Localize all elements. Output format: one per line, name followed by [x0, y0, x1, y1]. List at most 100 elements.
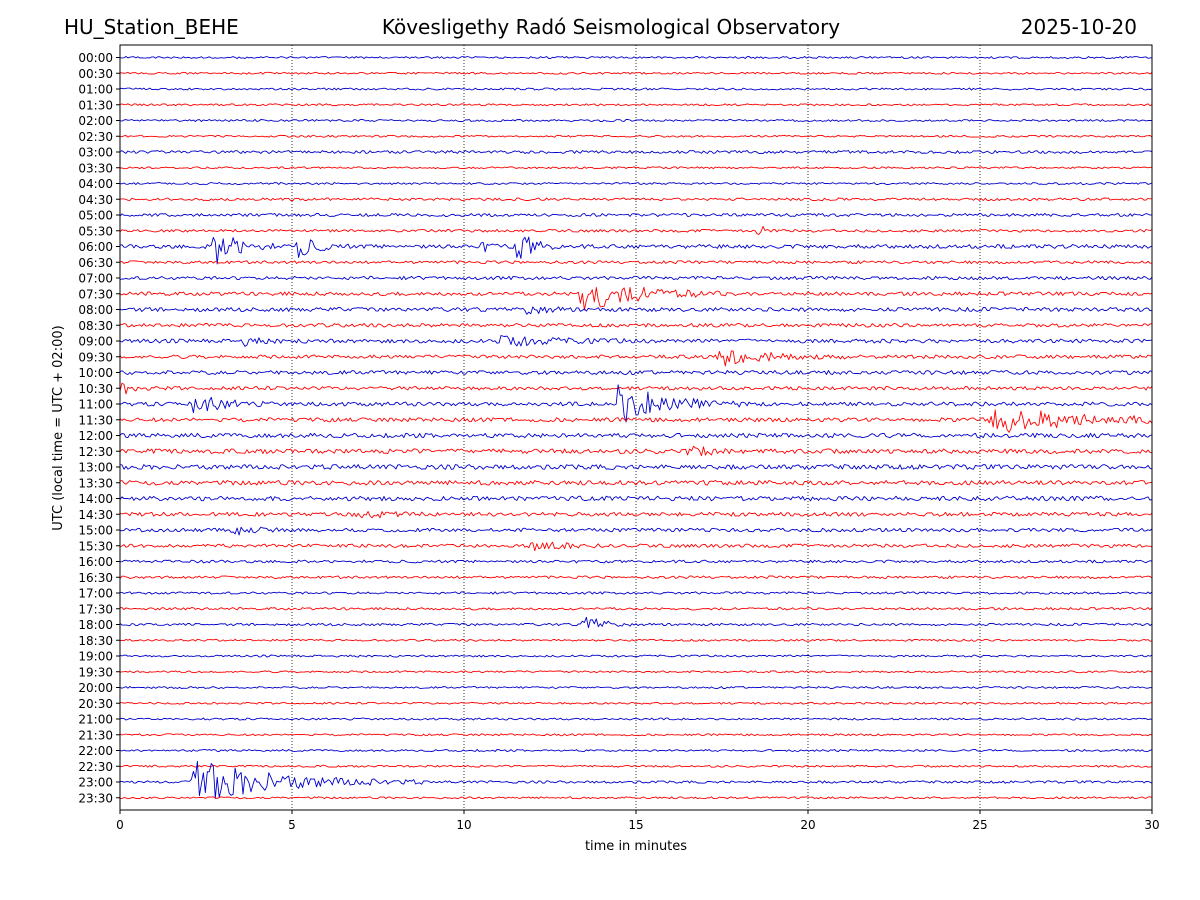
trace-0100 — [119, 87, 1153, 91]
y-tick-label: 15:30 — [78, 539, 113, 553]
trace-1730 — [119, 607, 1153, 611]
y-tick-label: 21:00 — [78, 713, 113, 727]
trace-1630 — [119, 575, 1153, 579]
trace-0730 — [119, 286, 1153, 311]
trace-0330 — [119, 166, 1152, 170]
y-tick-label: 17:30 — [78, 602, 113, 616]
x-tick-label: 5 — [288, 818, 296, 832]
y-tick-label: 19:00 — [78, 650, 113, 664]
y-tick-label: 04:00 — [78, 177, 113, 191]
y-tick-label: 21:30 — [78, 728, 113, 742]
y-tick-label: 08:30 — [78, 319, 113, 333]
trace-1100 — [119, 384, 1153, 423]
trace-1800 — [119, 616, 1153, 629]
y-tick-label: 01:00 — [78, 83, 113, 97]
trace-0030 — [119, 71, 1153, 75]
trace-0700 — [119, 275, 1153, 281]
trace-1030 — [119, 382, 1153, 395]
trace-0530 — [119, 225, 1153, 235]
y-tick-label: 07:30 — [78, 287, 113, 301]
trace-1200 — [119, 432, 1153, 439]
trace-1700 — [119, 591, 1153, 595]
y-tick-label: 17:00 — [78, 587, 113, 601]
trace-0500 — [119, 213, 1153, 217]
y-tick-label: 10:00 — [78, 366, 113, 380]
y-tick-label: 14:00 — [78, 492, 113, 506]
y-tick-label: 01:30 — [78, 98, 113, 112]
x-tick-label: 20 — [800, 818, 815, 832]
trace-2300 — [119, 760, 1153, 799]
y-tick-label: 16:30 — [78, 571, 113, 585]
y-tick-label: 04:30 — [78, 193, 113, 207]
trace-2330 — [119, 796, 1153, 800]
station-title: HU_Station_BEHE — [64, 15, 239, 39]
trace-1830 — [119, 638, 1153, 642]
y-tick-label: 16:00 — [78, 555, 113, 569]
trace-1500 — [119, 526, 1153, 536]
x-tick-label: 0 — [116, 818, 124, 832]
y-tick-label: 11:00 — [78, 398, 113, 412]
y-tick-label: 14:30 — [78, 508, 113, 522]
x-tick-label: 15 — [628, 818, 643, 832]
trace-1900 — [119, 654, 1153, 658]
trace-1930 — [119, 670, 1153, 674]
x-axis-ticks: 0 5 10 15 20 25 30 — [116, 810, 1160, 832]
x-tick-label: 25 — [972, 818, 987, 832]
trace-0130 — [119, 103, 1153, 107]
x-tick-label: 30 — [1144, 818, 1159, 832]
y-tick-label: 06:30 — [78, 256, 113, 270]
y-tick-label: 22:30 — [78, 760, 113, 774]
trace-1300 — [119, 464, 1153, 470]
trace-0800 — [119, 306, 1153, 315]
trace-1330 — [119, 480, 1153, 486]
y-tick-label: 05:30 — [78, 224, 113, 238]
y-tick-label: 10:30 — [78, 382, 113, 396]
trace-0200 — [119, 119, 1153, 122]
trace-0600 — [119, 236, 1153, 265]
x-tick-label: 10 — [456, 818, 471, 832]
trace-0830 — [119, 323, 1153, 328]
y-tick-label: 20:00 — [78, 681, 113, 695]
trace-1530 — [119, 541, 1153, 552]
y-tick-label: 07:00 — [78, 272, 113, 286]
y-tick-label: 03:00 — [78, 146, 113, 160]
y-tick-label: 18:30 — [78, 634, 113, 648]
y-tick-label: 19:30 — [78, 665, 113, 679]
y-tick-label: 11:30 — [78, 413, 113, 427]
grid-lines — [291, 45, 981, 810]
trace-0230 — [119, 134, 1153, 138]
x-axis-label: time in minutes — [585, 839, 687, 854]
y-tick-label: 12:00 — [78, 429, 113, 443]
y-tick-label: 08:00 — [78, 303, 113, 317]
trace-2130 — [119, 733, 1153, 737]
trace-2000 — [119, 686, 1153, 689]
y-tick-label: 13:00 — [78, 461, 113, 475]
trace-1000 — [119, 370, 1153, 375]
trace-0400 — [119, 182, 1153, 185]
y-tick-label: 12:30 — [78, 445, 113, 459]
y-tick-label: 00:30 — [78, 67, 113, 81]
trace-0430 — [119, 197, 1153, 201]
y-tick-label: 02:00 — [78, 114, 113, 128]
date-title: 2025-10-20 — [1020, 15, 1137, 39]
y-tick-label: 13:30 — [78, 476, 113, 490]
trace-0900 — [119, 335, 1153, 347]
trace-0300 — [119, 150, 1153, 154]
y-tick-label: 09:00 — [78, 335, 113, 349]
y-tick-label: 03:30 — [78, 161, 113, 175]
trace-0000 — [119, 56, 1153, 59]
trace-0630 — [119, 260, 1153, 265]
y-tick-label: 09:30 — [78, 350, 113, 364]
trace-2030 — [119, 701, 1153, 705]
y-tick-label: 18:00 — [78, 618, 113, 632]
y-tick-label: 00:00 — [78, 51, 113, 65]
y-tick-label: 23:00 — [78, 776, 113, 790]
trace-1400 — [119, 495, 1153, 502]
trace-1430 — [119, 511, 1153, 519]
y-axis-label: UTC (local time = UTC + 02:00) — [51, 325, 66, 530]
trace-2230 — [119, 764, 1153, 768]
y-tick-label: 02:30 — [78, 130, 113, 144]
trace-2100 — [119, 717, 1153, 721]
y-tick-label: 06:00 — [78, 240, 113, 254]
